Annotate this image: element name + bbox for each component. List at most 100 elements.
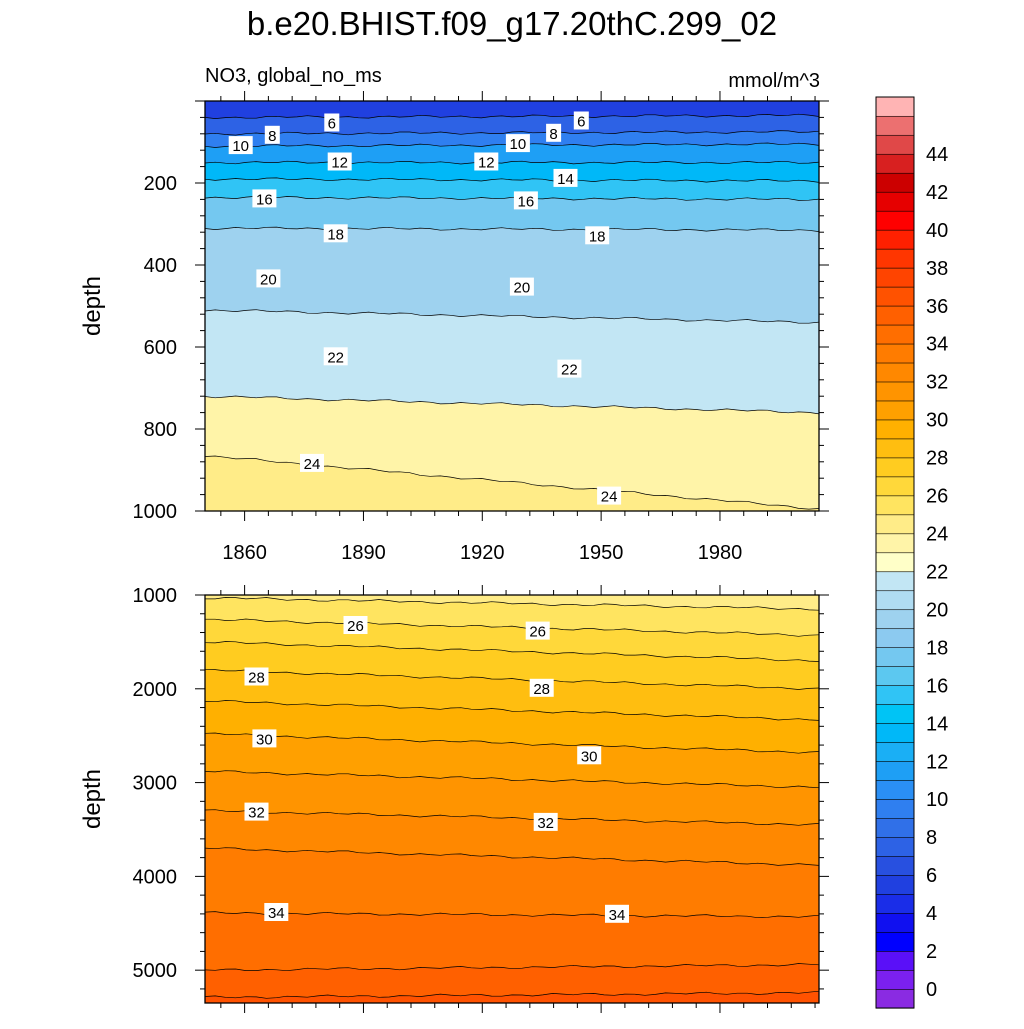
contour-label: 28 [529, 678, 554, 698]
contour-label-text: 28 [248, 670, 265, 687]
contour-label: 30 [252, 729, 277, 748]
colorbar-swatch [875, 950, 915, 971]
colorbar-swatch [875, 552, 915, 573]
y-axis-label: depth [79, 769, 106, 829]
colorbar-swatch [875, 457, 915, 478]
lower-band-25 [205, 595, 819, 611]
upper-contour-line-6 [205, 113, 819, 119]
colorbar-swatch [875, 798, 915, 819]
colorbar-swatch [875, 96, 915, 117]
colorbar-label: 36 [926, 296, 948, 318]
contour-label-text: 6 [577, 114, 585, 131]
colorbar-swatch [875, 912, 915, 933]
lower-contour-line-34 [205, 911, 819, 919]
contour-label-text: 30 [581, 748, 598, 765]
colorbar-swatch [875, 723, 915, 743]
lower-contour-line-35 [205, 963, 819, 972]
contour-label-text: 22 [327, 349, 344, 366]
chart-units-label: mmol/m^3 [728, 70, 820, 92]
contour-label: 32 [533, 812, 558, 832]
contour-label-text: 26 [529, 624, 546, 641]
y-tick-label: 2000 [133, 679, 178, 701]
colorbar-swatch [875, 741, 915, 762]
colorbar-label: 28 [926, 448, 948, 470]
contour-label: 12 [474, 152, 499, 172]
lower-contour-line-29 [205, 700, 819, 721]
upper-contour-line-14 [205, 177, 819, 183]
x-tick-label: 1890 [341, 542, 386, 564]
contour-label: 6 [573, 111, 589, 131]
contour-label-text: 16 [256, 191, 273, 208]
contour-label: 6 [324, 113, 340, 133]
contour-label: 18 [585, 226, 610, 245]
colorbar-swatch [875, 362, 915, 383]
colorbar-swatch [875, 343, 915, 364]
colorbar-label: 26 [926, 486, 948, 508]
contour-label-text: 18 [327, 226, 344, 243]
lower-contour-line-25 [205, 597, 819, 611]
colorbar-label: 20 [926, 599, 948, 621]
colorbar-swatch [875, 836, 915, 857]
colorbar-swatch [875, 419, 915, 440]
colorbar-swatch [875, 704, 915, 724]
upper-band-6 [205, 101, 819, 119]
colorbar-swatch [875, 476, 915, 497]
y-tick-label: 1000 [133, 585, 178, 607]
contour-label: 26 [525, 621, 550, 641]
upper-contour-line-16 [205, 195, 819, 201]
colorbar-swatch [875, 666, 915, 686]
colorbar-swatch [875, 381, 915, 402]
colorbar-swatch [875, 533, 915, 554]
colorbar-label: 44 [926, 144, 948, 166]
colorbar-swatch [875, 931, 915, 952]
colorbar-swatch [875, 172, 915, 193]
colorbar-swatch [875, 874, 915, 895]
colorbar-label: 12 [926, 751, 948, 773]
x-tick-label: 1980 [698, 542, 743, 564]
colorbar-swatch [875, 628, 915, 648]
contour-label: 24 [300, 453, 324, 473]
contour-label-text: 24 [601, 489, 618, 506]
colorbar-swatch [875, 514, 915, 535]
contour-label-text: 12 [331, 155, 348, 172]
contour-label-text: 8 [549, 126, 557, 143]
contour-label-text: 30 [256, 731, 273, 748]
lower-contour-line-30 [205, 732, 819, 754]
contour-label-text: 14 [557, 171, 574, 188]
colorbar-swatch [875, 969, 915, 990]
colorbar-swatch [875, 893, 915, 914]
lower-panel: 26 26 28 28 30 30 32 32 34 34 1000 2000 3000 4000 5000… [79, 585, 829, 1013]
colorbar-swatch [875, 779, 915, 800]
upper-contour-line-22 [205, 395, 819, 415]
lower-filled-contours [205, 595, 819, 1003]
colorbar-label: 10 [926, 789, 948, 811]
lower-contour-line-28 [205, 669, 819, 690]
colorbar-swatch [875, 400, 915, 421]
contour-label: 34 [264, 903, 289, 922]
colorbar-swatch [875, 286, 915, 307]
colorbar-swatch [875, 760, 915, 781]
upper-contour-line-8 [205, 130, 819, 136]
colorbar-swatch [875, 324, 915, 345]
contour-label: 32 [244, 802, 269, 822]
contour-label: 22 [557, 359, 582, 379]
lower-contour-line-32 [205, 809, 819, 826]
colorbar-swatch [875, 609, 915, 630]
y-tick-label: 400 [144, 255, 177, 277]
colorbar-label: 34 [926, 334, 948, 356]
colorbar-swatch [875, 571, 915, 592]
contour-label-text: 8 [268, 128, 276, 145]
colorbar-label: 22 [926, 562, 948, 584]
colorbar-label: 2 [926, 941, 937, 963]
contour-label-text: 24 [304, 456, 321, 473]
y-tick-label: 4000 [133, 866, 178, 888]
contour-label-text: 32 [537, 815, 554, 832]
colorbar-swatch [875, 988, 915, 1009]
y-tick-label: 600 [144, 337, 177, 359]
colorbar-label: 8 [926, 827, 937, 849]
colorbar-swatch [875, 685, 915, 705]
colorbar: 0246810121416182022242628303234363840424… [875, 96, 948, 1009]
lower-contour-line-31 [205, 770, 819, 789]
contour-label: 30 [577, 746, 602, 765]
